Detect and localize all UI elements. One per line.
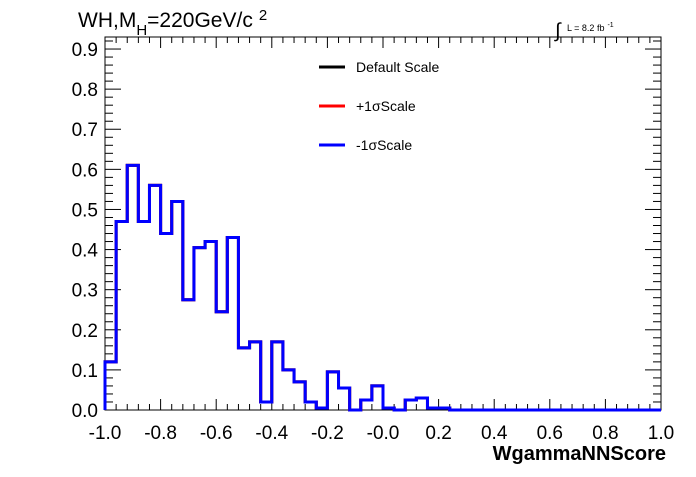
y-tick-label: 0.3 (72, 281, 98, 302)
series-line-1 (103, 163, 661, 412)
x-tick-label: -0.2 (311, 423, 344, 444)
y-tick-label: 0.1 (72, 361, 98, 382)
y-tick-label: 0.8 (72, 80, 98, 101)
y-tick-label: 0.4 (72, 241, 99, 262)
x-tick-label: -1.0 (89, 423, 122, 444)
legend: Default Scale +1σScale -1σScale (319, 59, 439, 153)
chart-title-subscript: H (136, 22, 147, 39)
chart-title: WH,MH=220GeV/c 2 (78, 7, 267, 39)
series-line-2 (103, 163, 661, 412)
x-tick-label: -0.6 (200, 423, 233, 444)
y-tick-label: 0.0 (72, 401, 98, 422)
lumi-label: L = 8.2 fb -1 (567, 22, 614, 33)
y-axis-tick-labels: 0.0 0.1 0.2 0.3 0.4 0.5 0.6 0.7 0.8 0.9 (72, 40, 99, 422)
x-tick-label: -0.8 (144, 423, 177, 444)
x-tick-label: 0.2 (425, 423, 451, 444)
x-tick-label: 0.6 (537, 423, 563, 444)
y-tick-label: 0.6 (72, 160, 98, 181)
x-axis-ticks (104, 37, 662, 410)
chart-title-main-b: =220GeV/c (147, 9, 253, 32)
y-tick-label: 0.9 (72, 40, 98, 61)
x-axis-label: WgammaNNScore (493, 443, 666, 465)
y-axis-ticks (105, 40, 661, 411)
lumi-text: L = 8.2 fb (567, 23, 604, 33)
x-tick-label: 1.0 (648, 423, 674, 444)
y-tick-label: 0.7 (72, 120, 98, 141)
x-tick-label: 0.8 (592, 423, 618, 444)
series-line-0 (103, 163, 661, 412)
x-axis-tick-labels: -1.0 -0.8 -0.6 -0.4 -0.2 -0.0 0.2 0.4 0.6 0.8 1.0 (89, 423, 675, 444)
legend-label: -1σScale (356, 137, 412, 153)
x-tick-label: -0.0 (367, 423, 400, 444)
x-tick-label: 0.4 (481, 423, 508, 444)
chart-title-superscript: 2 (259, 7, 267, 24)
legend-label: +1σScale (356, 98, 416, 114)
series-layer (103, 163, 661, 412)
lumi-integral-sign: ∫ (554, 20, 562, 42)
chart-title-main-a: WH,M (78, 9, 136, 32)
y-tick-label: 0.2 (72, 321, 98, 342)
lumi-superscript: -1 (607, 22, 613, 29)
plot-frame (104, 36, 662, 411)
x-tick-label: -0.4 (255, 423, 288, 444)
legend-label: Default Scale (356, 59, 439, 75)
y-tick-label: 0.5 (72, 200, 98, 221)
